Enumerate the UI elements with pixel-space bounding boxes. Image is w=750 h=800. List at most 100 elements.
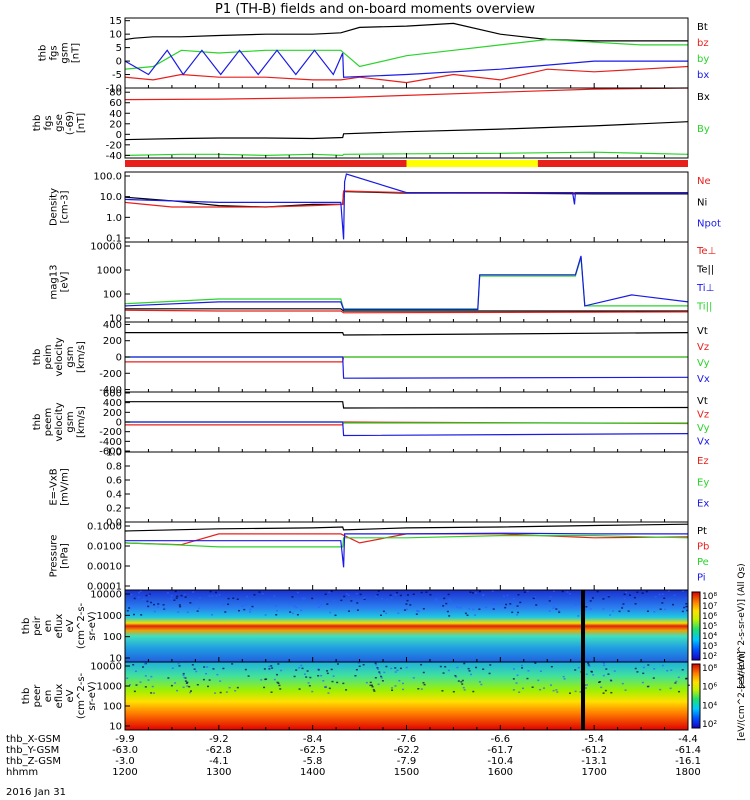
spectrogram-pixel — [449, 600, 452, 602]
legend-label: by — [697, 54, 709, 65]
spectrogram-pixel — [653, 668, 656, 670]
spectrogram-pixel — [391, 687, 394, 689]
spectrogram-pixel — [435, 597, 438, 600]
spectrogram-pixel — [319, 603, 322, 606]
series-line-vx — [125, 421, 689, 437]
spectrogram-pixel — [171, 667, 174, 669]
spectrogram-pixel — [485, 606, 488, 609]
spectrogram-pixel — [658, 593, 661, 596]
spectrogram-pixel — [326, 603, 329, 605]
series-line-vt — [125, 332, 689, 336]
colorbar-tick-label: 10⁶ — [702, 612, 717, 622]
legend-label: Ne — [697, 176, 711, 187]
spectrogram-pixel — [512, 678, 515, 680]
spectrogram-pixel — [318, 606, 321, 608]
spectrogram-pixel — [685, 605, 688, 608]
spectrogram-pixel — [152, 692, 155, 694]
spectrogram-pixel — [599, 681, 602, 683]
y-axis-label-line: gsm — [65, 411, 76, 432]
spectrogram-pixel — [329, 611, 332, 614]
spectrogram-pixel — [602, 692, 605, 694]
y-axis-label-line: peem — [43, 408, 54, 436]
panel-frame — [124, 451, 689, 523]
spectrogram-pixel — [208, 679, 211, 681]
spectrogram-pixel — [380, 677, 383, 679]
spectrogram-pixel — [271, 667, 274, 669]
spectrogram-pixel — [592, 674, 595, 676]
spectrogram-pixel — [422, 608, 425, 610]
spectrogram-pixel — [291, 612, 294, 615]
spectrogram-pixel — [147, 594, 150, 597]
spectrogram-pixel — [535, 604, 538, 606]
y-axis-label: Density[cm-3] — [49, 188, 71, 226]
data-gap-stripe — [581, 662, 586, 730]
y-axis-label-line: eflux — [54, 684, 65, 709]
spectrogram-pixel — [188, 685, 191, 688]
spectrogram-pixel — [176, 595, 179, 598]
spectrogram-pixel — [553, 606, 556, 608]
spectrogram-pixel — [280, 669, 283, 672]
spectrogram-pixel — [243, 608, 246, 611]
panel-frame — [124, 521, 689, 591]
ephemeris-value: 1500 — [394, 767, 419, 778]
spectrogram-pixel — [448, 598, 451, 600]
ephemeris-value: -4.4 — [678, 734, 698, 745]
y-tick-label: 15 — [109, 16, 122, 27]
y-axis-label-line: fgs — [49, 45, 60, 60]
spectrogram-pixel — [517, 611, 520, 614]
spectrogram-pixel — [182, 601, 185, 603]
spectrogram-pixel — [135, 684, 138, 686]
spectrogram-pixel — [472, 690, 475, 693]
spectrogram-pixel — [303, 597, 306, 600]
spectrogram-pixel — [406, 594, 409, 596]
spectrogram-pixel — [289, 611, 292, 613]
spectrogram-pixel — [685, 603, 688, 605]
colorbar-tick-label: 10⁵ — [702, 622, 717, 632]
y-tick-label: 0.1 — [106, 234, 122, 245]
spectrogram-pixel — [166, 592, 169, 594]
spectrogram-pixel — [687, 684, 690, 687]
spectrogram-pixel — [674, 682, 677, 684]
spectrogram-pixel — [493, 603, 496, 606]
spectrogram-pixel — [313, 600, 316, 603]
spectrogram-pixel — [539, 670, 542, 672]
spectrogram-pixel — [138, 591, 141, 594]
spectrogram-pixel — [442, 605, 445, 607]
spectrogram-pixel — [178, 665, 181, 667]
spectrogram-pixel — [183, 593, 186, 596]
spectrogram-pixel — [153, 610, 156, 613]
y-tick-label: 1000 — [97, 682, 122, 693]
spectrogram-pixel — [332, 599, 335, 602]
spectrogram-pixel — [568, 592, 571, 595]
spectrogram-pixel — [381, 597, 384, 600]
spectrogram-pixel — [296, 591, 299, 594]
spectrogram-pixel — [330, 590, 333, 592]
chart-title: P1 (TH-B) fields and on-board moments ov… — [215, 2, 535, 17]
spectrogram-pixel — [139, 590, 142, 592]
spectrogram-pixel — [563, 678, 566, 680]
spectrogram-pixel — [417, 610, 420, 613]
date-label: 2016 Jan 31 — [6, 787, 66, 798]
spectrogram-pixel — [526, 677, 529, 680]
spectrogram-pixel — [336, 681, 339, 684]
spectrogram-pixel — [147, 679, 150, 681]
spectrogram-pixel — [273, 595, 276, 597]
spectrogram-pixel — [598, 681, 601, 684]
spectrogram-pixel — [192, 603, 195, 605]
spectrogram-pixel — [377, 590, 380, 592]
spectrogram-pixel — [685, 677, 688, 680]
spectrogram-pixel — [590, 671, 593, 673]
series-line-by — [124, 151, 689, 157]
spectrogram-pixel — [307, 682, 310, 684]
spectrogram-pixel — [320, 674, 323, 677]
spectrogram-pixel — [422, 671, 425, 674]
spectrogram-pixel — [642, 672, 645, 675]
spectrogram-pixel — [306, 670, 309, 672]
y-tick-label: -5 — [112, 70, 122, 81]
y-axis-label-line: velocity — [54, 402, 65, 441]
spectrogram-pixel — [645, 590, 648, 593]
colorbar-tick-label: 10⁴ — [702, 701, 717, 711]
y-tick-label: -400 — [99, 437, 122, 448]
spectrogram-pixel — [202, 678, 205, 681]
spectrogram-pixel — [520, 664, 523, 667]
